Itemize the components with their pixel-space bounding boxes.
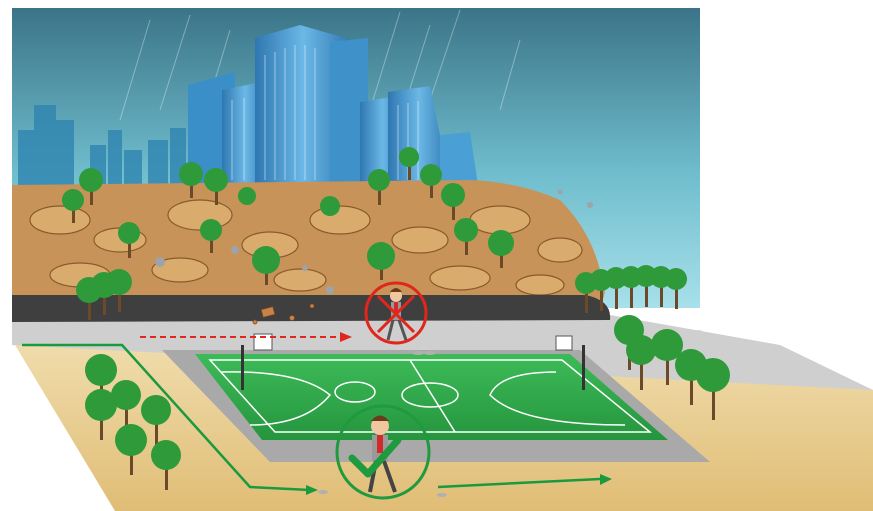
check-circle-icon bbox=[335, 404, 431, 500]
pedestrian-head bbox=[390, 290, 402, 302]
safe-route-line-end bbox=[437, 477, 601, 489]
safe-route-arrow bbox=[600, 474, 612, 485]
cross-circle-icon bbox=[364, 281, 428, 345]
pedestrian-head bbox=[371, 417, 389, 435]
gray-stones bbox=[155, 189, 593, 294]
hoop-right bbox=[555, 335, 585, 390]
fallen-rocks bbox=[252, 303, 315, 325]
road bbox=[12, 295, 611, 322]
ground-trees-right bbox=[614, 315, 730, 420]
back-skyline bbox=[18, 105, 186, 190]
ground-trees-left bbox=[85, 354, 181, 490]
hoop-left bbox=[241, 333, 273, 390]
court-lines bbox=[208, 359, 653, 433]
roadside-trees bbox=[76, 265, 687, 320]
safe-route-arrow-mid bbox=[306, 485, 318, 495]
slope-trees bbox=[62, 147, 514, 285]
unsafe-pedestrian bbox=[386, 288, 408, 341]
city-buildings bbox=[188, 25, 478, 185]
footprints bbox=[318, 351, 447, 497]
safe-route-line bbox=[22, 343, 311, 492]
unsafe-route-arrow bbox=[340, 332, 352, 342]
basketball-court bbox=[195, 354, 668, 440]
